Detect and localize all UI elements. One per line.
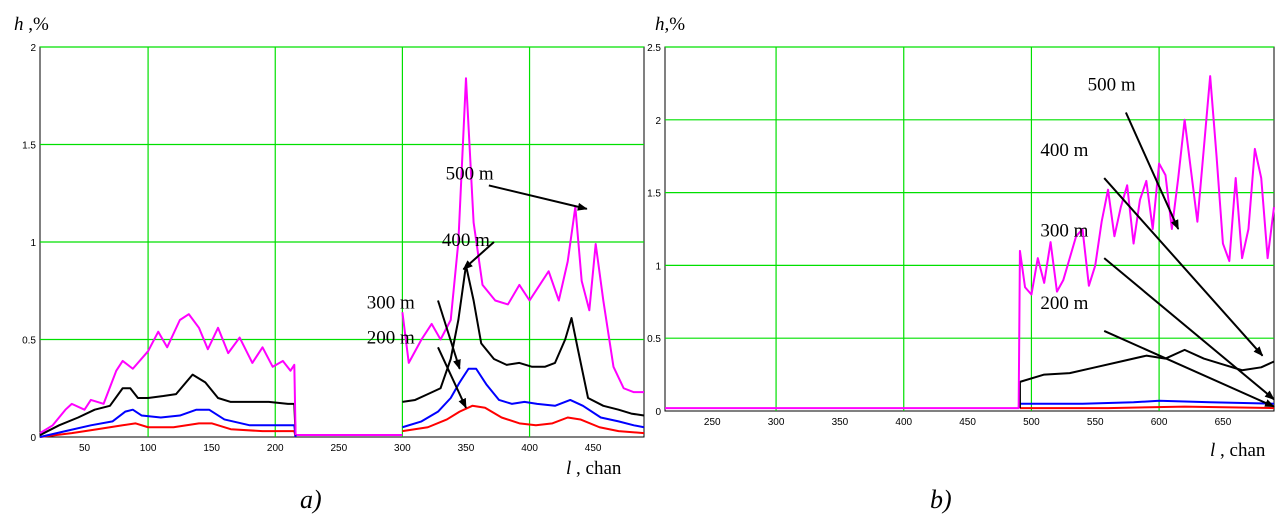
y-tick-label: 1.5 — [647, 189, 661, 200]
series-lines — [39, 77, 645, 438]
y-tick-label: 2 — [30, 43, 36, 54]
x-tick-label: 200 — [267, 443, 284, 454]
chart-panel-b: 250 300 350 400 450 500 550 600 650 0 0.5 1 1.5 2 2.5… — [647, 14, 1275, 514]
y-axis-unit: ,% — [665, 14, 686, 35]
panel-caption-b: b) — [930, 485, 952, 514]
x-axis-unit: , chan — [571, 458, 622, 479]
x-axis-unit: , chan — [1215, 440, 1266, 461]
series-line-300-m — [402, 367, 645, 429]
series-line-500-m — [39, 313, 297, 436]
x-tick-labels: 250 300 350 400 450 500 550 600 650 — [704, 417, 1232, 428]
x-tick-label: 250 — [704, 417, 721, 428]
y-axis-title: h,% — [655, 14, 685, 35]
annotation-label: 300 m — [367, 292, 415, 313]
series-line-400-m — [39, 373, 297, 436]
x-axis-var: l — [1210, 440, 1215, 461]
x-axis-var: l — [566, 458, 571, 479]
series-line-200-m — [402, 404, 645, 435]
x-tick-label: 550 — [1087, 417, 1104, 428]
x-tick-label: 450 — [959, 417, 976, 428]
series-line-200-m — [1019, 405, 1275, 410]
x-tick-label: 100 — [140, 443, 157, 454]
series-line-200-m — [39, 422, 297, 438]
x-tick-label: 650 — [1215, 417, 1232, 428]
y-axis-title: h ,% — [14, 14, 49, 35]
panel-caption-a: a) — [300, 485, 322, 514]
annotation-arrow — [437, 346, 467, 409]
x-tick-label: 250 — [330, 443, 347, 454]
annotation-label: 200 m — [1040, 293, 1088, 314]
x-tick-label: 50 — [79, 443, 91, 454]
series-line-300-m — [1019, 399, 1275, 405]
annotation-arrow — [1103, 177, 1264, 357]
annotation-label: 400 m — [1040, 140, 1088, 161]
annotation-label: 500 m — [446, 164, 494, 185]
x-tick-label: 400 — [895, 417, 912, 428]
y-tick-label: 0 — [655, 407, 661, 418]
annotation-arrow — [1103, 330, 1275, 408]
x-tick-labels: 50 100 150 200 250 300 350 400 450 — [79, 443, 602, 454]
y-tick-label: 1 — [655, 261, 661, 272]
annotation-arrow — [462, 241, 495, 271]
series-line-500-m — [401, 77, 644, 394]
x-tick-label: 500 — [1023, 417, 1040, 428]
annotation-arrow — [1124, 112, 1180, 230]
annotation-label: 400 m — [442, 230, 490, 251]
annotation-arrow — [488, 184, 588, 211]
x-axis-title: l , chan — [1210, 440, 1266, 461]
y-tick-labels: 0 0.5 1 1.5 2 2.5 — [647, 43, 661, 418]
annotation-arrow — [437, 300, 461, 370]
x-tick-label: 350 — [832, 417, 849, 428]
y-tick-label: 2 — [655, 116, 661, 127]
chart-panel-a: 50 100 150 200 250 300 350 400 450 0 0.5 1 1.5 2 500… — [14, 14, 645, 514]
grid-lines — [40, 46, 644, 437]
annotations: 500 m 400 m 300 m 200 m — [367, 164, 588, 409]
series-line-300-m — [39, 408, 297, 438]
x-axis-title: l , chan — [566, 458, 622, 479]
y-tick-label: 1 — [30, 238, 36, 249]
annotations: 500 m 400 m 300 m 200 m — [1040, 75, 1275, 408]
x-tick-label: 600 — [1151, 417, 1168, 428]
series-line-500-m — [665, 75, 1275, 410]
series-lines — [665, 75, 1275, 410]
y-axis-var: h — [655, 14, 665, 35]
plot-frame — [664, 46, 1275, 412]
y-axis-unit: ,% — [24, 14, 50, 35]
annotation-label: 200 m — [367, 327, 415, 348]
annotation-label: 500 m — [1088, 75, 1136, 96]
y-tick-label: 0.5 — [647, 334, 661, 345]
grid-lines — [665, 46, 1274, 411]
series-line-400-m — [402, 264, 645, 417]
y-tick-labels: 0 0.5 1 1.5 2 — [22, 43, 36, 444]
x-tick-label: 450 — [585, 443, 602, 454]
y-tick-label: 2.5 — [647, 43, 661, 54]
x-tick-label: 400 — [521, 443, 538, 454]
series-line-400-m — [1018, 348, 1275, 409]
x-tick-label: 300 — [394, 443, 411, 454]
y-tick-label: 0.5 — [22, 336, 36, 347]
x-tick-label: 150 — [203, 443, 220, 454]
annotation-arrow — [1103, 257, 1275, 401]
annotation-label: 300 m — [1040, 220, 1088, 241]
y-tick-label: 0 — [30, 433, 36, 444]
y-axis-var: h — [14, 14, 24, 35]
y-tick-label: 1.5 — [22, 141, 36, 152]
x-tick-label: 350 — [458, 443, 475, 454]
x-tick-label: 300 — [768, 417, 785, 428]
